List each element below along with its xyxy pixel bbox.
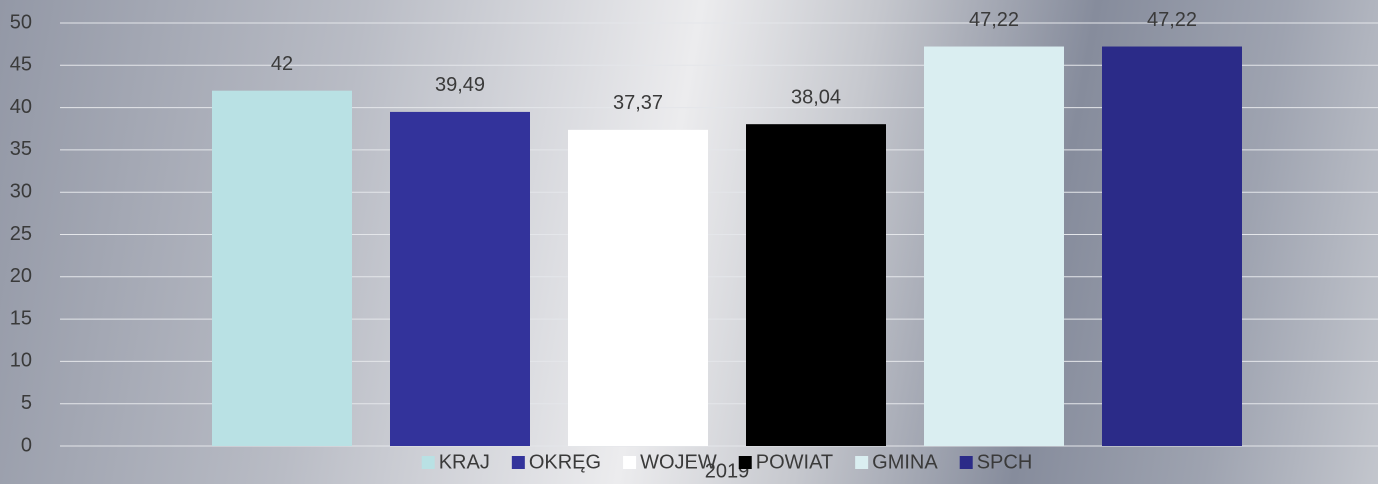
legend-label: OKRĘG xyxy=(529,451,601,473)
legend-label: WOJEW xyxy=(640,451,717,473)
y-tick-label: 40 xyxy=(10,96,32,118)
y-tick-label: 45 xyxy=(10,54,32,76)
legend-swatch xyxy=(623,456,637,469)
bar xyxy=(390,111,530,446)
legend-label: KRAJ xyxy=(439,451,490,473)
data-label: 47,22 xyxy=(1147,9,1197,31)
bar xyxy=(212,90,352,447)
y-tick-label: 25 xyxy=(10,223,32,245)
y-tick-label: 0 xyxy=(21,434,32,456)
data-label: 42 xyxy=(271,53,293,75)
legend-swatch xyxy=(421,456,435,469)
data-label: 38,04 xyxy=(791,86,841,108)
y-tick-label: 35 xyxy=(10,138,32,160)
legend-label: SPCH xyxy=(977,451,1033,473)
legend-label: GMINA xyxy=(872,451,938,473)
y-tick-label: 15 xyxy=(10,307,32,329)
bar xyxy=(1102,46,1242,446)
bar xyxy=(746,124,886,446)
x-tick-label: 2019 xyxy=(705,460,750,482)
legend-swatch xyxy=(511,456,525,469)
legend-swatch xyxy=(855,456,869,469)
y-tick-label: 5 xyxy=(21,392,32,414)
legend-label: POWIAT xyxy=(756,451,833,473)
bar xyxy=(568,129,708,446)
y-tick-label: 10 xyxy=(10,350,32,372)
y-tick-label: 50 xyxy=(10,11,32,33)
legend-swatch xyxy=(738,456,752,469)
data-label: 37,37 xyxy=(613,92,663,114)
data-label: 39,49 xyxy=(435,74,485,96)
data-label: 47,22 xyxy=(969,9,1019,31)
y-tick-label: 30 xyxy=(10,180,32,202)
y-tick-label: 20 xyxy=(10,265,32,287)
bar xyxy=(924,46,1064,446)
legend-swatch xyxy=(959,456,973,469)
